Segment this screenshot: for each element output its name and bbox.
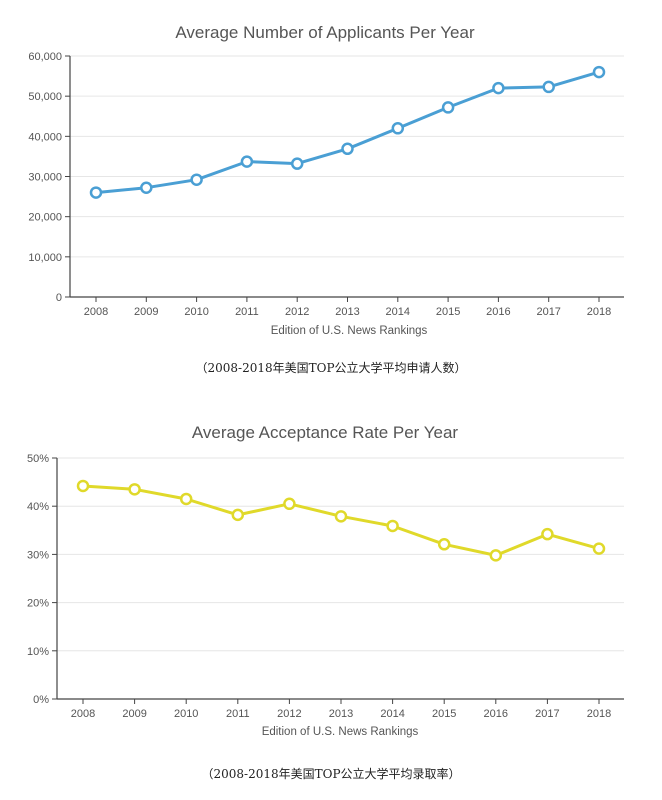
data-point — [492, 81, 505, 95]
x-tick-label: 2008 — [71, 708, 95, 720]
data-point — [441, 101, 455, 114]
x-tick-label: 2009 — [134, 306, 158, 318]
x-tick-label: 2009 — [122, 708, 146, 720]
x-tick-label: 2013 — [335, 306, 359, 318]
x-tick-label: 2016 — [486, 306, 510, 318]
x-tick-label: 2013 — [329, 708, 353, 720]
y-tick-label: 30,000 — [28, 172, 62, 184]
y-tick-label: 10% — [27, 646, 49, 658]
x-tick-label: 2011 — [235, 306, 259, 318]
y-tick-label: 10,000 — [28, 252, 62, 264]
data-point — [128, 483, 141, 496]
data-point — [542, 80, 555, 94]
x-tick-label: 2010 — [184, 306, 208, 318]
y-tick-label: 40,000 — [28, 131, 62, 143]
data-point — [391, 122, 405, 135]
data-point — [240, 155, 254, 168]
x-axis-label: Edition of U.S. News Rankings — [271, 325, 428, 337]
data-point — [89, 186, 103, 199]
x-axis-label: Edition of U.S. News Rankings — [262, 726, 419, 738]
acceptance-rate-chart: Average Acceptance Rate Per Year 0% 10% 20… — [27, 423, 624, 738]
chart-title: Average Number of Applicants Per Year — [175, 23, 475, 42]
data-point — [179, 492, 193, 506]
data-point — [290, 157, 304, 170]
data-point — [341, 142, 354, 156]
y-tick-label: 0% — [33, 694, 49, 706]
x-tick-label: 2017 — [536, 306, 560, 318]
y-tick-label: 40% — [27, 501, 49, 513]
y-tick-label: 60,000 — [28, 51, 62, 63]
y-tick-label: 30% — [27, 549, 49, 561]
data-point — [386, 519, 399, 533]
x-tick-label: 2015 — [432, 708, 456, 720]
data-point — [140, 181, 153, 194]
x-tick-label: 2014 — [380, 708, 404, 720]
y-tick-label: 20,000 — [28, 212, 62, 224]
x-tick-label: 2014 — [386, 306, 410, 318]
y-tick-label: 50% — [27, 453, 49, 465]
x-tick-label: 2018 — [587, 708, 611, 720]
y-tick-label: 20% — [27, 598, 49, 610]
data-point — [334, 510, 348, 523]
x-tick-label: 2018 — [587, 306, 611, 318]
data-point — [592, 542, 606, 555]
x-tick-label: 2017 — [535, 708, 559, 720]
data-point — [541, 527, 554, 541]
chart-title: Average Acceptance Rate Per Year — [192, 423, 459, 442]
x-tick-label: 2010 — [174, 708, 198, 720]
data-point — [489, 549, 503, 562]
caption-applicants: （2008-2018年美国TOP公立大学平均申请人数） — [195, 361, 467, 375]
y-tick-label: 50,000 — [28, 91, 62, 103]
x-tick-label: 2015 — [436, 306, 460, 318]
caption-acceptance: （2008-2018年美国TOP公立大学平均录取率） — [201, 767, 461, 781]
data-point — [231, 508, 245, 522]
data-point — [592, 65, 606, 79]
data-point — [190, 173, 203, 186]
y-tick-label: 0 — [56, 292, 62, 304]
data-point — [76, 479, 90, 493]
data-point — [283, 497, 296, 511]
series-line — [95, 70, 600, 195]
x-tick-label: 2016 — [484, 708, 508, 720]
data-point — [437, 538, 451, 551]
x-tick-label: 2008 — [84, 306, 108, 318]
x-tick-label: 2011 — [226, 708, 250, 720]
applicants-chart: Average Number of Applicants Per Year 0 1… — [28, 23, 624, 337]
x-tick-label: 2012 — [277, 708, 301, 720]
x-tick-label: 2012 — [285, 306, 309, 318]
